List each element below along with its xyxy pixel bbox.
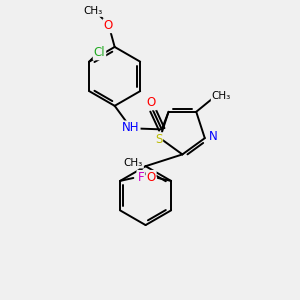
Text: O: O: [103, 19, 113, 32]
Text: O: O: [146, 171, 156, 184]
Text: O: O: [147, 96, 156, 110]
Text: N: N: [209, 130, 218, 143]
Text: S: S: [155, 133, 162, 146]
Text: CH₃: CH₃: [124, 158, 143, 168]
Text: Cl: Cl: [94, 46, 105, 59]
Text: CH₃: CH₃: [212, 91, 231, 100]
Text: F: F: [137, 171, 144, 184]
Text: CH₃: CH₃: [84, 6, 103, 16]
Text: NH: NH: [122, 122, 140, 134]
